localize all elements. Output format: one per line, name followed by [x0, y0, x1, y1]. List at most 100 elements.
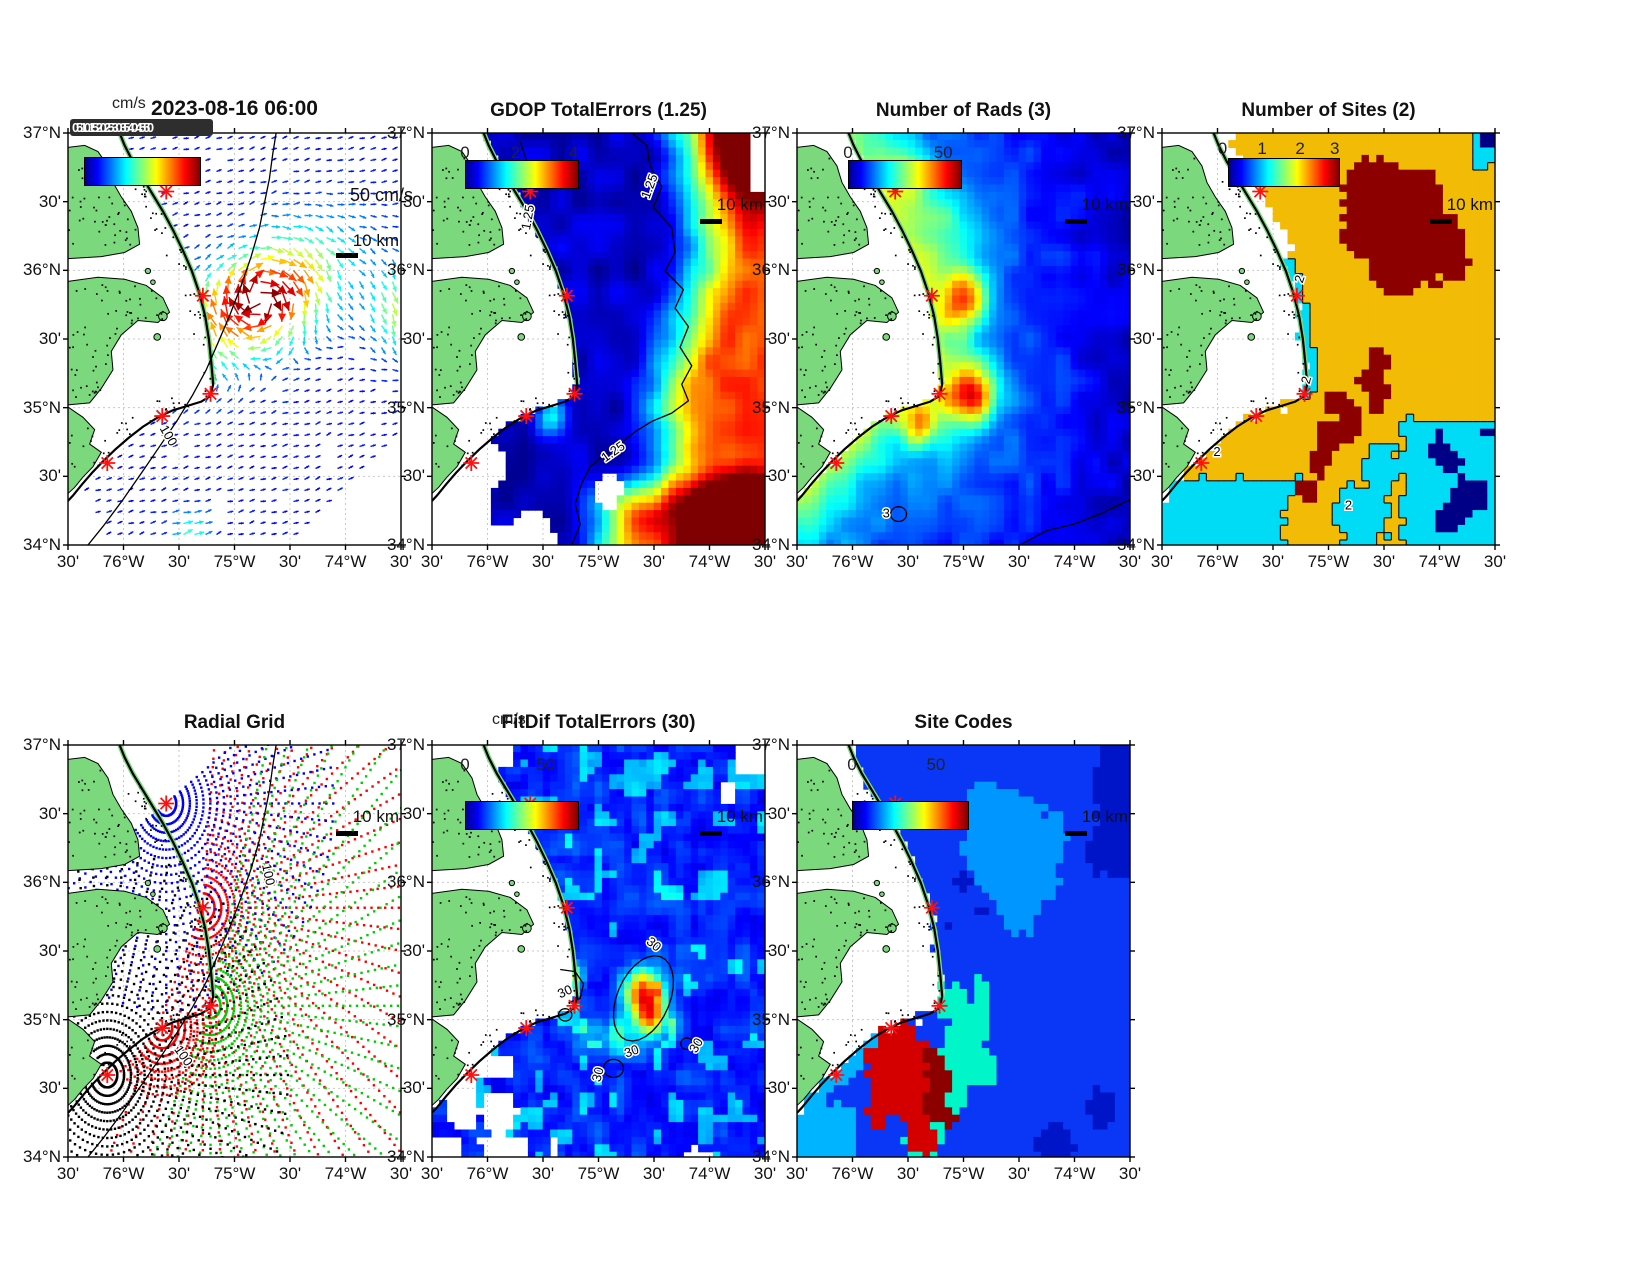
colorbar-tick-label: 4 — [568, 143, 579, 162]
panel-title: FitDif TotalErrors (30) — [501, 712, 696, 733]
y-tick-label: 30' — [767, 941, 790, 960]
y-tick-label: 30' — [767, 191, 790, 211]
x-tick-label: 74°W — [1053, 1164, 1096, 1183]
panel-title: GDOP TotalErrors (1.25) — [490, 100, 707, 121]
y-tick-label: 30' — [767, 329, 790, 348]
scale-bar-label: 10 km — [716, 807, 763, 826]
y-tick-label: 34°N — [1117, 535, 1155, 554]
x-tick-label: 74°W — [324, 1164, 367, 1183]
y-tick-label: 30' — [402, 466, 425, 486]
x-tick-label: 30' — [420, 1164, 444, 1183]
num-rads-map-canvas — [787, 123, 1140, 555]
colorbar-tick-label: 1 — [1257, 139, 1267, 158]
y-tick-label: 30' — [38, 466, 61, 486]
y-tick-label: 35°N — [387, 1009, 425, 1029]
colorbar-tick-label: 3 — [1329, 139, 1340, 158]
x-tick-label: 75°W — [213, 1164, 256, 1183]
y-tick-label: 36°N — [23, 872, 61, 892]
scale-bar — [700, 219, 722, 224]
x-tick-label: 30' — [278, 1164, 302, 1183]
y-tick-label: 30' — [402, 191, 425, 211]
x-tick-label: 30' — [389, 1164, 413, 1183]
colorbar-tick-label: 0 — [1217, 139, 1228, 158]
y-tick-label: 35°N — [752, 1009, 790, 1029]
scale-bar — [1065, 219, 1087, 224]
panel-title: 2023-08-16 06:00 — [151, 97, 318, 120]
x-tick-label: 30' — [167, 552, 191, 571]
x-tick-label: 30' — [1007, 552, 1031, 571]
y-tick-label: 30' — [402, 803, 425, 823]
scale-bar-label: 10 km — [1446, 195, 1493, 214]
colorbar-tick-label: 0 — [460, 755, 470, 774]
y-tick-label: 37°N — [1117, 123, 1155, 142]
y-tick-label: 37°N — [23, 735, 61, 754]
radial-grid-canvas — [58, 735, 411, 1167]
x-tick-label: 30' — [167, 1164, 191, 1183]
x-tick-label: 76°W — [831, 552, 874, 571]
y-tick-label: 30' — [1132, 466, 1155, 486]
x-tick-label: 30' — [389, 552, 413, 571]
x-tick-label: 74°W — [688, 552, 731, 571]
colorbar-tick-label: 50 — [933, 143, 953, 162]
x-tick-label: 75°W — [942, 1164, 985, 1183]
y-tick-label: 35°N — [387, 397, 425, 417]
colorbar — [848, 160, 962, 189]
quiver-colorbar-tick-labels: 0 5 10 15 20 25 30 35 40 45 50 — [70, 119, 213, 136]
panel-site-codes: Site Codes 10 km 37°N 30' 36°N 30' 35°N 30' 34… — [752, 712, 1141, 1183]
colorbar-tick-label: 0 — [847, 755, 857, 774]
y-tick-label: 36°N — [1117, 260, 1155, 280]
colorbar — [84, 157, 201, 186]
x-tick-label: 30' — [785, 552, 809, 571]
scale-bar-label: 10 km — [352, 231, 399, 250]
x-tick-label: 30' — [56, 552, 80, 571]
site-codes-map-canvas — [787, 735, 1140, 1167]
x-tick-label: 30' — [1118, 552, 1142, 571]
y-tick-label: 37°N — [387, 735, 425, 754]
panel-current-map: 2023-08-16 06:00 cm/s 0 5 10 15 20 25 30… — [23, 95, 413, 571]
y-tick-label: 36°N — [387, 872, 425, 892]
scale-bar-label: 10 km — [716, 195, 763, 214]
x-tick-label: 30' — [278, 552, 302, 571]
x-tick-label: 30' — [896, 1164, 920, 1183]
colorbar-tick-label: 2 — [1295, 139, 1305, 158]
x-tick-label: 75°W — [1307, 552, 1350, 571]
y-tick-label: 30' — [767, 466, 790, 486]
x-tick-label: 30' — [642, 1164, 666, 1183]
y-tick-label: 30' — [767, 803, 790, 823]
y-tick-label: 30' — [38, 191, 61, 211]
y-tick-label: 35°N — [1117, 397, 1155, 417]
y-tick-label: 34°N — [387, 535, 425, 554]
y-tick-label: 36°N — [752, 872, 790, 892]
units-label: cm/s — [112, 95, 146, 112]
y-tick-label: 35°N — [23, 397, 61, 417]
y-tick-label: 30' — [38, 803, 61, 823]
x-tick-label: 30' — [785, 1164, 809, 1183]
x-tick-label: 30' — [531, 1164, 555, 1183]
x-tick-label: 30' — [642, 552, 666, 571]
colorbar — [1228, 158, 1340, 187]
y-tick-label: 34°N — [387, 1147, 425, 1166]
x-tick-label: 30' — [1150, 552, 1174, 571]
x-tick-label: 30' — [420, 552, 444, 571]
y-tick-label: 36°N — [23, 260, 61, 280]
x-tick-label: 75°W — [942, 552, 985, 571]
y-tick-label: 30' — [1132, 329, 1155, 348]
y-tick-label: 37°N — [752, 123, 790, 142]
y-tick-label: 36°N — [752, 260, 790, 280]
y-tick-label: 37°N — [387, 123, 425, 142]
x-tick-label: 76°W — [102, 1164, 145, 1183]
scale-bar — [1430, 219, 1452, 224]
x-tick-label: 30' — [896, 552, 920, 571]
panel-gdop: GDOP TotalErrors (1.25) 10 km 37°N 30' 36°… — [387, 100, 776, 571]
x-tick-label: 30' — [1261, 552, 1285, 571]
scale-bar-label: 10 km — [352, 807, 399, 826]
y-tick-label: 37°N — [752, 735, 790, 754]
scale-bar — [1065, 831, 1087, 836]
y-tick-label: 34°N — [23, 535, 61, 554]
x-tick-label: 74°W — [688, 1164, 731, 1183]
y-tick-label: 36°N — [387, 260, 425, 280]
panel-title: Number of Rads (3) — [875, 100, 1052, 121]
x-tick-label: 30' — [753, 1164, 777, 1183]
colorbar-tick-label: 0 — [460, 143, 470, 162]
